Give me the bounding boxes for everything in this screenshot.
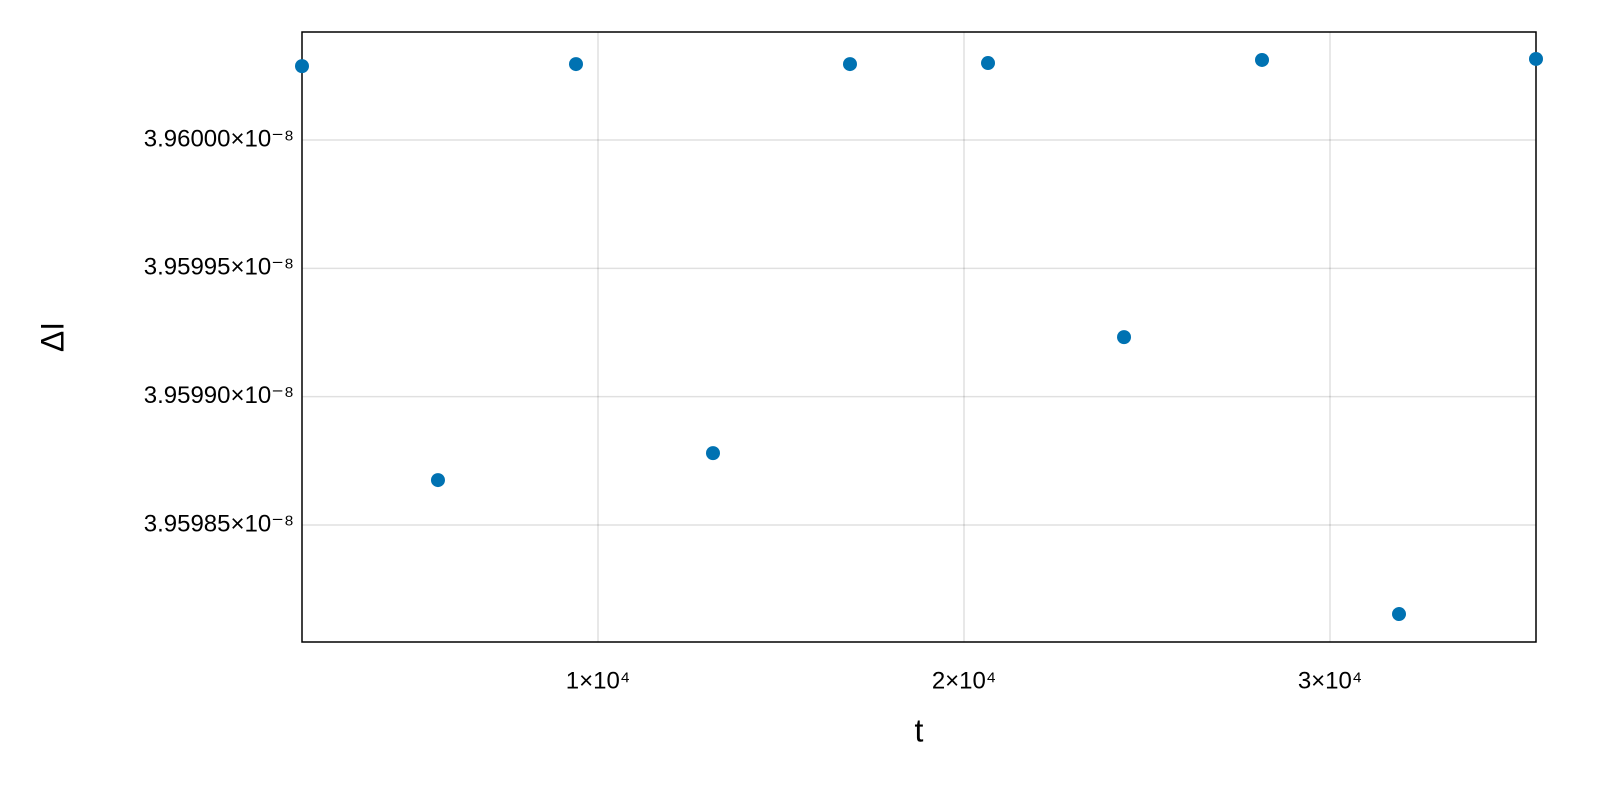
point (1529, 51, 1543, 66)
point (1117, 330, 1132, 345)
point (705, 446, 720, 461)
x-tick-label: 3×10⁴ (1298, 667, 1362, 694)
x-tick-label: 2×10⁴ (932, 667, 996, 694)
point (568, 57, 583, 72)
x-axis-title: t (915, 712, 924, 748)
point (842, 57, 857, 72)
y-tick-label: 3.95990×10⁻⁸ (144, 382, 294, 409)
point (295, 59, 309, 74)
point (1255, 52, 1270, 67)
plot-frame (301, 31, 1537, 643)
point (430, 473, 445, 488)
y-tick-label: 3.95995×10⁻⁸ (144, 254, 294, 281)
point (1392, 607, 1407, 622)
y-axis-title: ΔI (34, 322, 70, 352)
y-tick-label: 3.95985×10⁻⁸ (144, 510, 294, 537)
x-tick-label: 1×10⁴ (566, 667, 630, 694)
y-tick-label: 3.96000×10⁻⁸ (144, 125, 294, 152)
point (981, 56, 996, 71)
